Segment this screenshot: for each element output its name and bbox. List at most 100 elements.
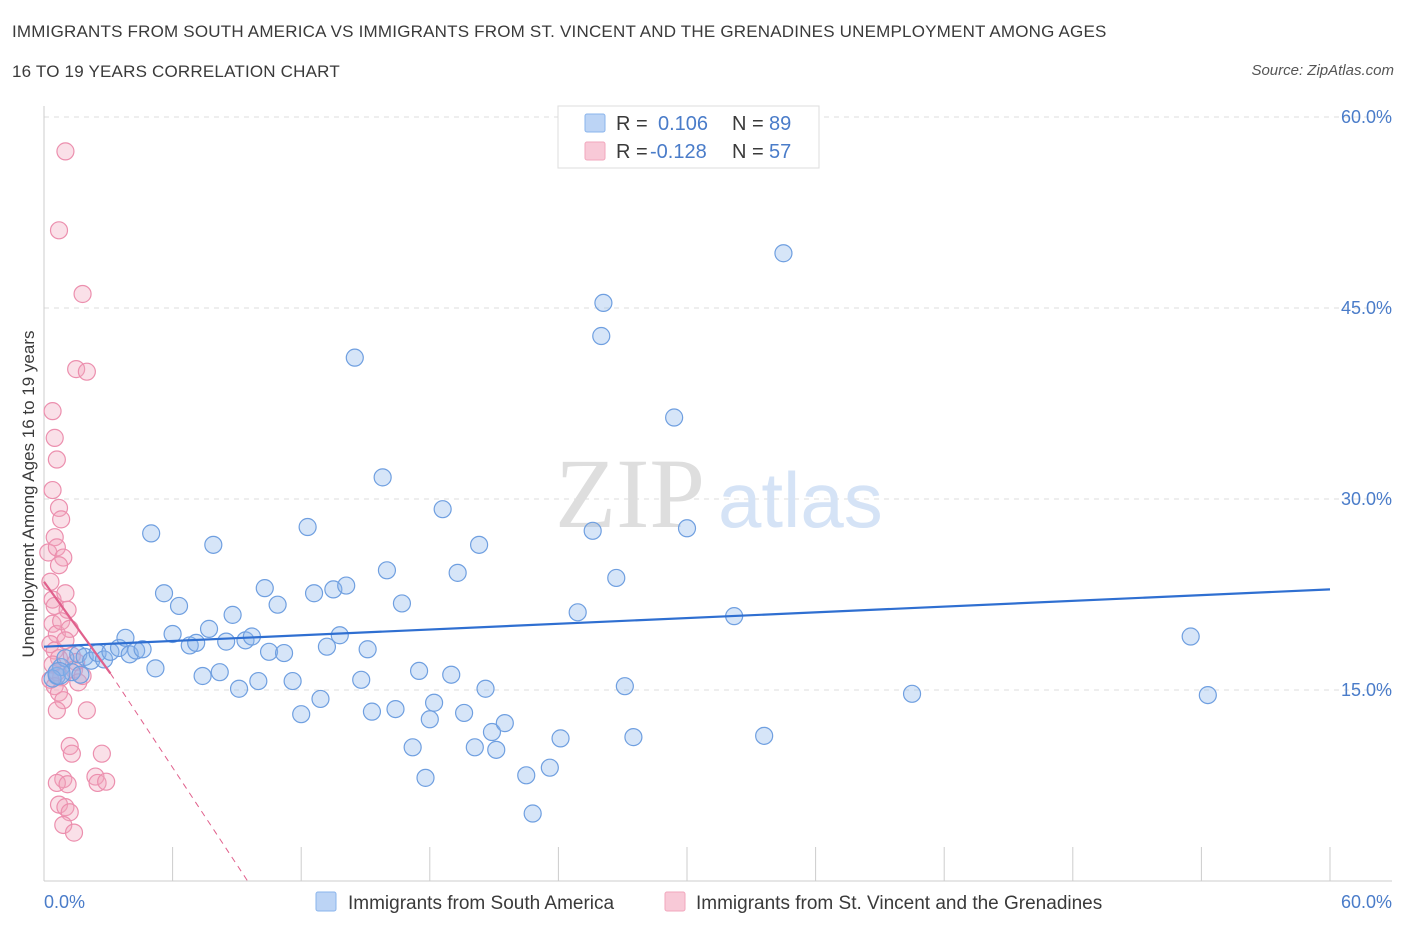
data-point <box>58 600 77 619</box>
stats-n-label: N = <box>732 141 764 163</box>
data-point <box>67 360 86 379</box>
data-point <box>154 584 174 603</box>
data-point <box>1198 685 1217 705</box>
data-point <box>77 362 96 381</box>
data-point <box>223 605 242 624</box>
watermark-zip: ZIP <box>555 438 705 549</box>
data-point <box>210 663 229 682</box>
data-point <box>487 740 506 759</box>
data-point <box>47 701 66 720</box>
y-tick-label: 45.0% <box>1341 298 1392 318</box>
data-point <box>583 521 602 540</box>
stats-swatch-blue <box>584 113 606 133</box>
data-point <box>403 738 422 757</box>
data-point <box>97 772 116 791</box>
data-point <box>249 671 268 691</box>
data-point <box>62 744 81 763</box>
legend-label-st-vincent: Immigrants from St. Vincent and the Gren… <box>696 893 1102 914</box>
y-tick-label: 60.0% <box>1341 107 1392 127</box>
data-point <box>469 535 489 554</box>
data-point <box>317 637 337 656</box>
data-point <box>392 594 412 613</box>
data-point <box>146 659 165 678</box>
data-point <box>311 689 330 709</box>
data-point <box>358 640 377 659</box>
data-point <box>386 699 405 719</box>
data-point <box>551 729 570 748</box>
series-south-america <box>43 244 1217 823</box>
data-point <box>43 402 62 421</box>
stats-n-value: 57 <box>769 141 791 163</box>
data-point <box>540 758 559 777</box>
stats-legend: R = 0.106 N = 89 R = -0.128 N = 57 <box>557 105 820 169</box>
data-point <box>49 221 69 240</box>
data-point <box>298 517 317 537</box>
data-point <box>373 468 392 487</box>
data-point <box>169 596 189 616</box>
data-point <box>49 498 69 518</box>
data-point <box>902 684 922 703</box>
legend-swatch-blue <box>315 891 337 912</box>
data-point <box>1181 627 1200 646</box>
source-credit: Source: ZipAtlas.com <box>1251 62 1394 79</box>
data-point <box>433 500 452 519</box>
trend-line-st-vincent <box>43 581 112 675</box>
stats-n-label: N = <box>732 113 764 135</box>
data-point <box>193 666 212 686</box>
chart-title-line-2: 16 TO 19 YEARS CORRELATION CHART <box>12 62 340 81</box>
bottom-legend: Immigrants from South America Immigrants… <box>315 891 1102 914</box>
y-tick-label: 15.0% <box>1341 680 1392 700</box>
data-point <box>199 619 219 638</box>
stats-r-value: 0.106 <box>658 113 708 135</box>
data-point <box>352 670 371 689</box>
data-point <box>77 701 96 720</box>
data-point <box>255 579 274 598</box>
data-point <box>142 524 161 543</box>
stats-r-label: R = <box>616 113 648 135</box>
data-point <box>92 744 111 763</box>
legend-swatch-pink <box>664 891 686 912</box>
data-point <box>45 428 64 447</box>
data-point <box>274 643 294 663</box>
data-point <box>774 244 793 263</box>
data-point <box>442 665 461 684</box>
data-point <box>71 665 90 684</box>
data-point <box>268 595 287 614</box>
data-point <box>495 714 514 733</box>
stats-r-value: -0.128 <box>650 141 707 163</box>
trend-line-south-america <box>43 588 1331 648</box>
data-point <box>82 651 101 670</box>
data-point <box>47 538 66 557</box>
data-point <box>292 705 311 724</box>
data-point <box>416 768 435 787</box>
data-point <box>755 726 774 745</box>
data-point <box>377 561 397 580</box>
data-point <box>259 642 279 661</box>
data-point <box>607 568 626 588</box>
data-point <box>58 775 77 794</box>
stats-swatch-pink <box>584 141 606 161</box>
data-point <box>677 519 697 538</box>
gridlines <box>44 116 1392 691</box>
axes <box>43 106 1392 882</box>
data-point-cluster <box>47 661 71 686</box>
data-point <box>523 804 542 823</box>
data-point <box>517 766 536 785</box>
data-point <box>73 284 92 304</box>
data-point <box>56 142 75 161</box>
data-point <box>217 632 236 651</box>
data-point <box>592 326 611 346</box>
trend-line-st-vincent-extension <box>110 673 249 882</box>
x-tick-label: 60.0% <box>1341 892 1392 912</box>
data-point <box>476 679 495 698</box>
data-point <box>52 510 71 529</box>
y-axis-label: Unemployment Among Ages 16 to 19 years <box>19 331 38 658</box>
data-point <box>133 640 152 659</box>
series-st-vincent <box>39 142 116 842</box>
data-point <box>665 408 684 427</box>
data-point <box>330 626 349 645</box>
data-point <box>345 348 364 367</box>
y-tick-labels: 15.0% 30.0% 45.0% 60.0% <box>1341 107 1392 700</box>
data-point <box>568 603 587 622</box>
stats-r-label: R = <box>616 141 648 163</box>
